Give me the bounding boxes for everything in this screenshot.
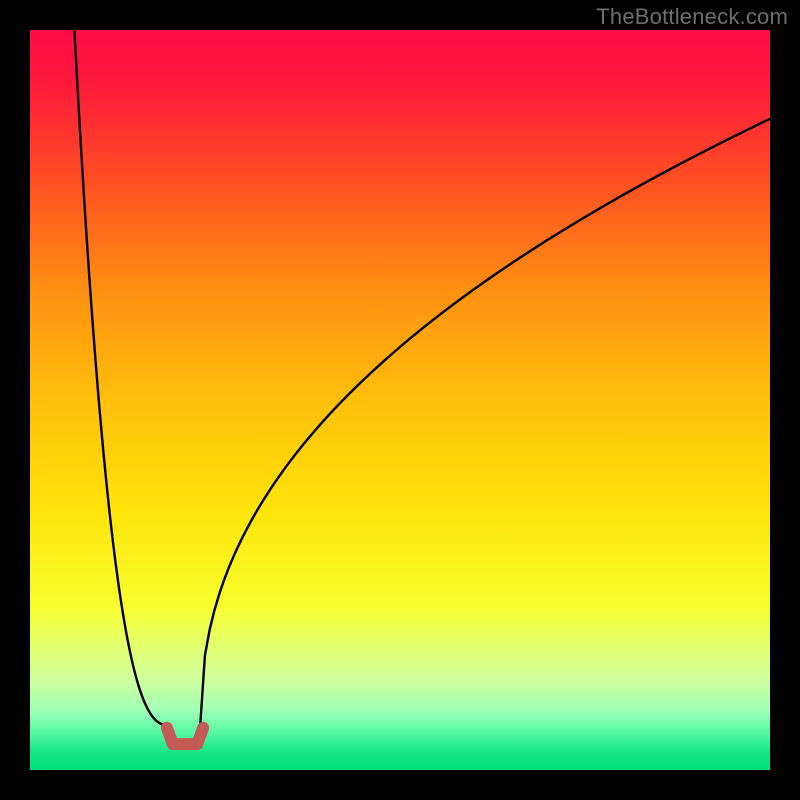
watermark-text: TheBottleneck.com [596, 4, 788, 30]
plot-area [30, 30, 770, 770]
chart-wrapper: TheBottleneck.com [0, 0, 800, 800]
bottleneck-chart [0, 0, 800, 800]
